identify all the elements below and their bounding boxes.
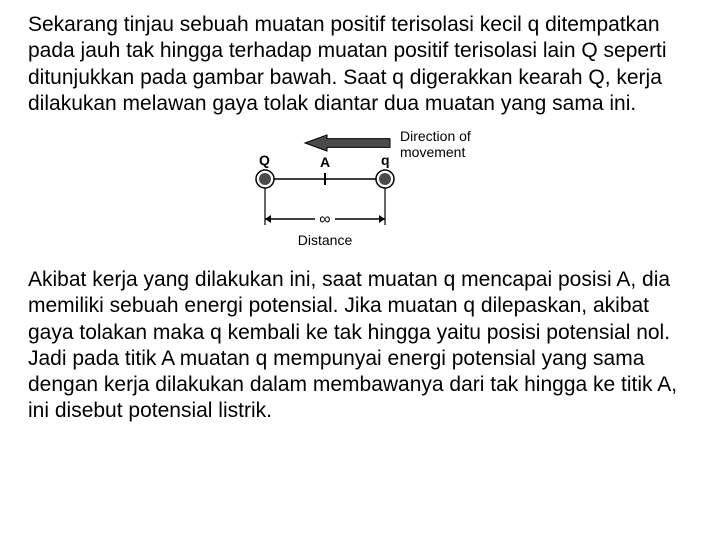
intro-paragraph: Sekarang tinjau sebuah muatan positif te… [28, 12, 692, 117]
direction-label-1: Direction of [400, 128, 471, 144]
label-Q: Q [259, 152, 270, 168]
direction-label-2: movement [400, 144, 465, 160]
direction-arrow [305, 135, 390, 151]
charge-q-small [379, 173, 391, 185]
charge-q-big [259, 173, 271, 185]
label-q: q [381, 152, 390, 168]
infinity-label: ∞ [319, 211, 330, 228]
distance-label: Distance [298, 232, 353, 248]
physics-diagram: Direction ofmovement Q Aq ∞ Distance [235, 121, 485, 263]
label-A: A [320, 154, 330, 170]
conclusion-paragraph: Akibat kerja yang dilakukan ini, saat mu… [28, 267, 692, 425]
